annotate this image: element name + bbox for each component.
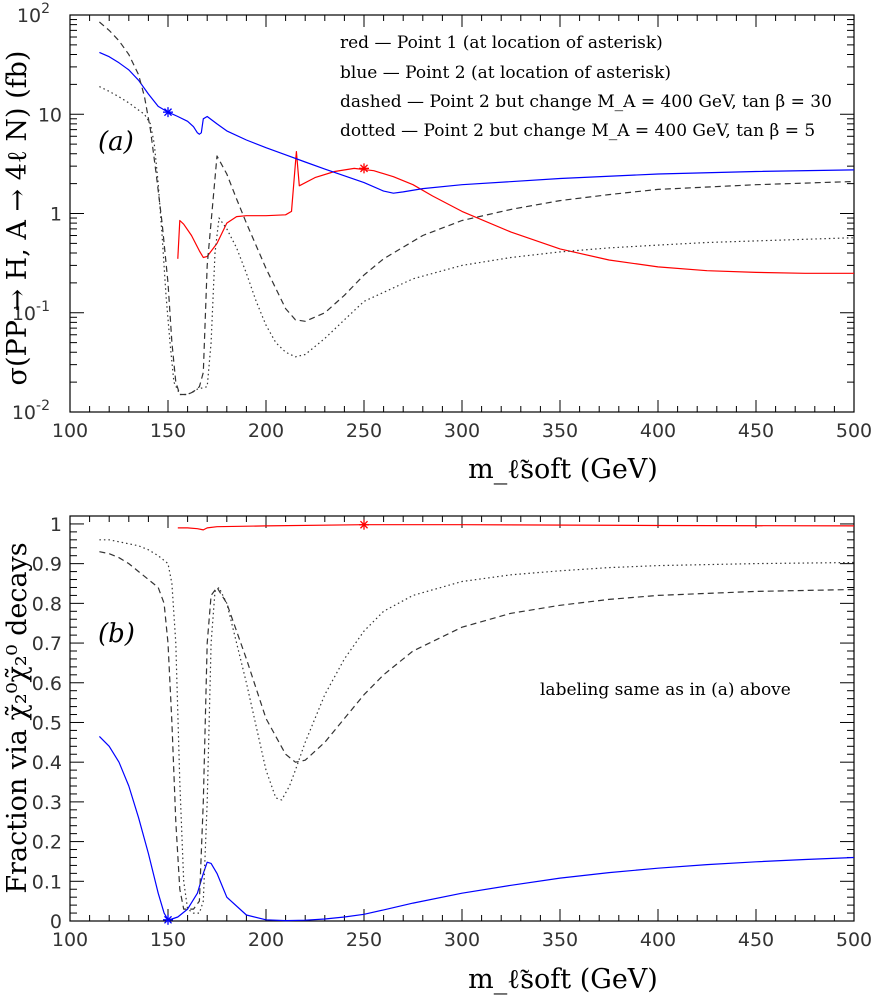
- x-tick-label: 500: [836, 929, 872, 951]
- legend-a: red — Point 1 (at location of asterisk) …: [340, 33, 832, 141]
- y-tick-label: 0: [50, 911, 62, 933]
- y-tick-label: 10-2: [12, 398, 50, 424]
- x-tick-label: 400: [640, 929, 676, 951]
- legend-entry-red: red — Point 1 (at location of asterisk): [340, 33, 663, 53]
- x-tick-label: 300: [444, 420, 480, 442]
- x-tick-label: 450: [738, 420, 774, 442]
- series-line-dashed: [99, 21, 855, 396]
- y-tick-label: 0.7: [32, 633, 62, 655]
- series-line-dashed: [99, 551, 855, 910]
- x-tick-label: 100: [52, 929, 88, 951]
- panel-label-a: (a): [98, 127, 134, 157]
- y-tick-label: 0.1: [32, 871, 62, 893]
- x-tick-label: 350: [542, 929, 578, 951]
- series-line-dotted: [99, 86, 855, 396]
- x-tick-label: 300: [444, 929, 480, 951]
- asterisk-markers-a: [163, 107, 369, 174]
- legend-entry-dashed: dashed — Point 2 but change M_A = 400 Ge…: [340, 92, 832, 112]
- x-tick-label: 200: [248, 929, 284, 951]
- x-tick-label: 350: [542, 420, 578, 442]
- annotation-labeling-note: labeling same as in (a) above: [540, 680, 791, 700]
- x-tick-label: 150: [150, 420, 186, 442]
- series-line-red: [177, 151, 854, 274]
- panel-a-cross-section-chart: 100 150 200 250 300 350 400 450 50010210110-110-…: [2, 1, 872, 485]
- y-tick-label: 1: [50, 204, 62, 226]
- asterisk-marker: [359, 519, 369, 530]
- series-line-blue: [98, 735, 855, 922]
- axis-ticks-b: 100 150 200 250 300 350 400 450 500 0 0.1 0.2 0.3 0.4…: [32, 514, 872, 951]
- panel-b-fraction-chart: 100 150 200 250 300 350 400 450 500 0 0.1 0.2 0.3 0.4…: [2, 514, 872, 995]
- x-tick-label: 450: [738, 929, 774, 951]
- asterisk-marker: [163, 107, 173, 118]
- series-line-dotted: [99, 539, 855, 914]
- y-tick-label: 0.9: [32, 554, 62, 576]
- x-tick-label: 250: [346, 420, 382, 442]
- x-tick-label: 400: [640, 420, 676, 442]
- asterisk-marker: [359, 163, 369, 174]
- y-tick-label: 0.8: [32, 593, 62, 615]
- y-tick-label: 10: [38, 104, 62, 126]
- x-tick-label: 250: [346, 929, 382, 951]
- asterisk-marker: [163, 914, 173, 925]
- y-tick-label: 1: [50, 514, 62, 536]
- x-tick-label: 500: [836, 420, 872, 442]
- series-line-blue: [99, 51, 855, 194]
- series-lines-a: [99, 21, 855, 396]
- y-tick-label: 0.2: [32, 832, 62, 854]
- series-line-red: [177, 524, 855, 531]
- x-axis-label-b: m_ℓ̃soft (GeV): [468, 964, 658, 995]
- y-tick-label: 0.6: [32, 673, 62, 695]
- y-tick-label: 102: [17, 1, 50, 27]
- x-tick-label: 200: [248, 420, 284, 442]
- y-axis-label-b: Fraction via χ̃₂⁰χ̃₂⁰ decays: [2, 542, 33, 893]
- x-tick-label: 150: [150, 929, 186, 951]
- legend-entry-dotted: dotted — Point 2 but change M_A = 400 Ge…: [340, 121, 815, 141]
- y-axis-label-a: σ(PP → H, A → 4ℓ N) (fb): [2, 51, 33, 386]
- x-tick-label: 100: [52, 420, 88, 442]
- panel-label-b: (b): [98, 619, 135, 649]
- y-tick-label: 0.3: [32, 792, 62, 814]
- x-axis-label-a: m_ℓ̃soft (GeV): [468, 454, 658, 485]
- y-tick-label: 0.4: [32, 752, 62, 774]
- asterisk-markers-b: [163, 519, 369, 925]
- legend-entry-blue: blue — Point 2 (at location of asterisk): [340, 63, 671, 83]
- series-lines-b: [98, 524, 855, 922]
- plot-frame-b: [69, 515, 855, 922]
- y-tick-label: 0.5: [32, 712, 62, 734]
